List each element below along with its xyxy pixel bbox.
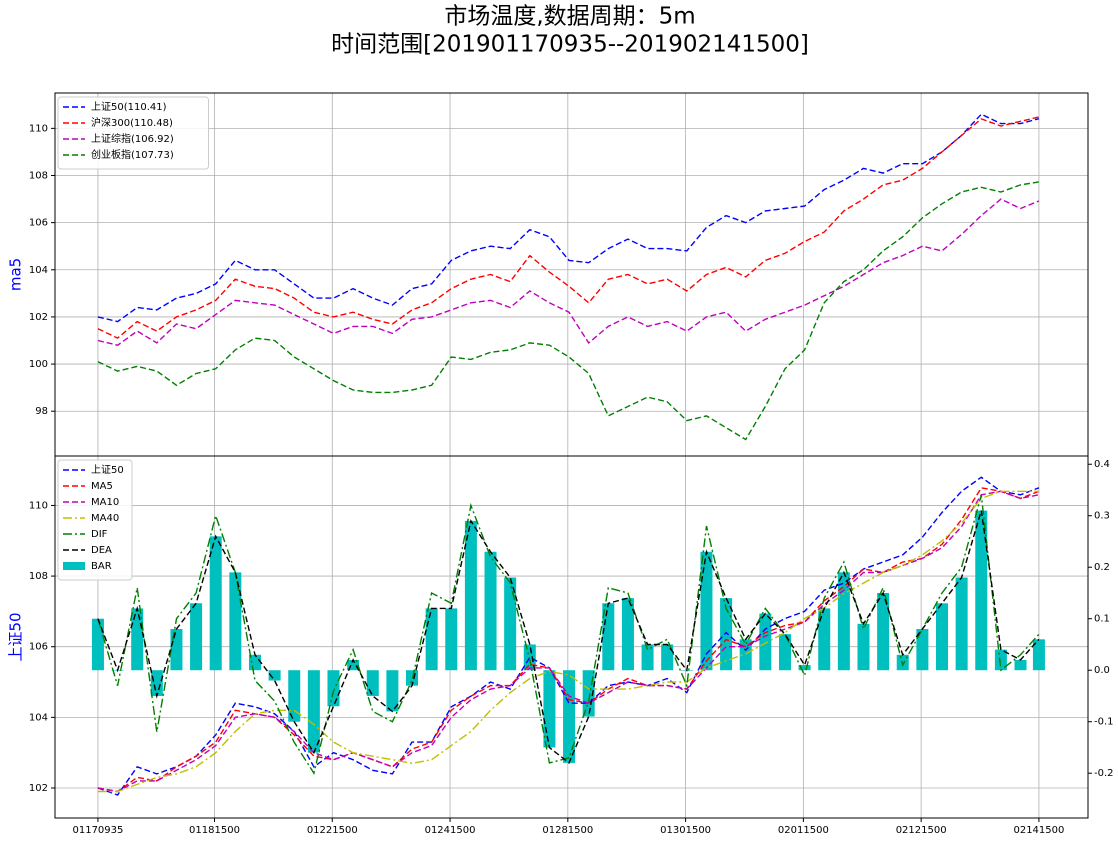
legend-label: MA5 — [91, 481, 113, 492]
x-tick-label: 01301500 — [660, 825, 711, 836]
y-axis-label: ma5 — [7, 258, 25, 291]
y2-tick-label: -0.2 — [1094, 768, 1114, 779]
bar — [857, 623, 870, 671]
bar — [170, 629, 183, 671]
series-line — [97, 490, 1039, 793]
bar — [621, 598, 634, 671]
bar — [877, 592, 890, 671]
bar — [288, 670, 301, 722]
bar — [543, 670, 556, 748]
x-tick-label: 01241500 — [425, 825, 476, 836]
x-tick-label: 01281500 — [542, 825, 593, 836]
y-tick-label: 104 — [29, 712, 48, 723]
y-tick-label: 104 — [29, 265, 48, 276]
series-line — [97, 198, 1040, 346]
bar — [720, 598, 733, 671]
y2-tick-label: 0.3 — [1094, 511, 1110, 522]
bar — [91, 618, 104, 671]
bar — [975, 510, 988, 671]
bar — [327, 670, 340, 707]
bar — [798, 665, 811, 671]
series-line — [97, 494, 1040, 775]
legend-label: BAR — [91, 561, 112, 572]
bar — [347, 659, 360, 671]
bar — [150, 670, 163, 696]
legend-label: MA40 — [91, 513, 119, 524]
bar — [229, 572, 242, 671]
bar — [759, 613, 772, 671]
bar — [641, 644, 654, 671]
series-line — [97, 490, 1040, 793]
bar — [386, 670, 399, 712]
legend-label: 上证50(110.41) — [91, 101, 167, 113]
bar — [994, 649, 1007, 671]
x-tick-label: 02121500 — [896, 825, 947, 836]
bar — [936, 603, 949, 671]
bar — [366, 670, 379, 696]
bar — [1032, 639, 1045, 671]
bar — [778, 634, 791, 671]
y-tick-label: 100 — [29, 359, 48, 370]
y2-tick-label: 0.4 — [1094, 459, 1110, 470]
chart-title: 市场温度,数据周期：5m — [444, 4, 695, 30]
bar — [464, 520, 477, 671]
y-tick-label: 102 — [29, 312, 48, 323]
y-axis-label: 上证50 — [7, 612, 25, 661]
bar — [209, 536, 222, 671]
bar — [700, 551, 713, 671]
y-tick-label: 98 — [35, 406, 48, 417]
bar — [425, 608, 438, 671]
bar — [268, 670, 281, 681]
bar — [916, 629, 929, 671]
y-tick-label: 108 — [29, 171, 48, 182]
x-tick-label: 01181500 — [189, 825, 240, 836]
y-tick-label: 108 — [29, 571, 48, 582]
legend-label: 沪深300(110.48) — [91, 116, 173, 129]
x-tick-label: 01170935 — [72, 825, 123, 836]
bar — [563, 670, 576, 763]
bar — [818, 608, 831, 671]
series-line — [97, 113, 1040, 323]
y2-tick-label: 0.1 — [1094, 614, 1110, 625]
bar — [248, 654, 261, 671]
y-tick-label: 106 — [29, 642, 48, 653]
series-line — [97, 116, 1040, 339]
y-tick-label: 106 — [29, 218, 48, 229]
plot-frame — [54, 455, 1089, 819]
bar — [445, 608, 458, 671]
legend-label: 上证综指(106.92) — [91, 132, 174, 145]
legend-label: MA10 — [91, 497, 119, 508]
legend-label: 上证50 — [91, 464, 124, 476]
bar — [190, 603, 203, 671]
bar — [1014, 659, 1027, 671]
x-tick-label: 01221500 — [307, 825, 358, 836]
plot-area — [55, 93, 1088, 456]
y-tick-label: 110 — [29, 500, 48, 511]
bar — [484, 551, 497, 671]
x-tick-label: 02141500 — [1013, 825, 1064, 836]
legend-label: 创业板指(107.73) — [91, 148, 174, 161]
legend-swatch — [63, 562, 85, 570]
legend-box — [57, 96, 209, 170]
bar — [837, 572, 850, 671]
x-tick-label: 02011500 — [778, 825, 829, 836]
bar — [955, 577, 968, 671]
y2-tick-label: -0.1 — [1094, 717, 1114, 728]
legend-label: DEA — [91, 545, 112, 556]
y-tick-label: 102 — [29, 783, 48, 794]
bar — [504, 577, 517, 671]
y-tick-label: 110 — [29, 123, 48, 134]
series-line — [97, 510, 1040, 765]
plot-area — [55, 456, 1088, 818]
legend-label: DIF — [91, 529, 108, 540]
y2-tick-label: 0.0 — [1094, 665, 1110, 676]
bar — [661, 644, 674, 671]
y2-tick-label: 0.2 — [1094, 562, 1110, 573]
bar — [307, 670, 320, 753]
chart-subtitle: 时间范围[201901170935--201902141500] — [331, 32, 809, 58]
